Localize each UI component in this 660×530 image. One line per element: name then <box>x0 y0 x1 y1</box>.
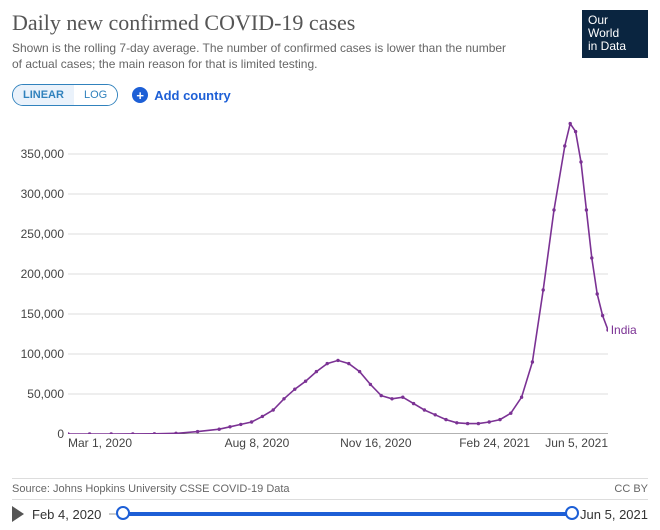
series-marker <box>531 361 534 364</box>
y-axis: 050,000100,000150,000200,000250,000300,0… <box>12 114 64 434</box>
series-marker <box>272 409 275 412</box>
slider-handle-end[interactable] <box>565 506 579 520</box>
series-marker <box>509 412 512 415</box>
x-tick-label: Feb 24, 2021 <box>459 436 530 450</box>
series-marker <box>218 428 221 431</box>
slider-handle-start[interactable] <box>116 506 130 520</box>
series-marker <box>401 396 404 399</box>
series-marker <box>293 388 296 391</box>
source-text: Source: Johns Hopkins University CSSE CO… <box>12 483 290 495</box>
series-marker <box>153 433 156 435</box>
series-marker <box>88 433 91 435</box>
y-tick-label: 200,000 <box>21 267 64 281</box>
series-marker <box>261 415 264 418</box>
series-marker <box>552 209 555 212</box>
license-link[interactable]: CC BY <box>614 483 648 495</box>
x-tick-label: Mar 1, 2020 <box>68 436 132 450</box>
series-marker <box>228 425 231 428</box>
series-marker <box>336 359 339 362</box>
series-line-india <box>68 124 608 434</box>
timeline-start-label: Feb 4, 2020 <box>32 507 101 522</box>
y-tick-label: 50,000 <box>27 387 64 401</box>
series-marker <box>596 293 599 296</box>
series-marker <box>196 430 199 433</box>
owid-logo[interactable]: Our World in Data <box>582 10 648 58</box>
series-marker <box>315 370 318 373</box>
plus-circle-icon: + <box>132 87 148 103</box>
series-marker <box>380 394 383 397</box>
series-marker <box>606 329 608 332</box>
series-marker <box>466 422 469 425</box>
series-marker <box>488 421 491 424</box>
series-marker <box>498 418 501 421</box>
series-marker <box>110 433 113 435</box>
series-label-india[interactable]: India <box>611 323 637 337</box>
series-marker <box>358 370 361 373</box>
series-marker <box>369 383 372 386</box>
scale-toggle: LINEAR LOG <box>12 84 118 106</box>
series-marker <box>423 409 426 412</box>
series-marker <box>579 161 582 164</box>
series-marker <box>590 257 593 260</box>
y-tick-label: 100,000 <box>21 347 64 361</box>
add-country-label: Add country <box>154 88 231 103</box>
series-marker <box>326 362 329 365</box>
y-tick-label: 250,000 <box>21 227 64 241</box>
series-marker <box>455 421 458 424</box>
y-tick-label: 150,000 <box>21 307 64 321</box>
timeline-slider[interactable] <box>109 509 572 519</box>
series-marker <box>347 362 350 365</box>
series-marker <box>542 289 545 292</box>
y-tick-label: 0 <box>57 427 64 441</box>
series-marker <box>434 413 437 416</box>
series-marker <box>444 418 447 421</box>
series-marker <box>477 422 480 425</box>
series-marker <box>282 397 285 400</box>
chart-subtitle: Shown is the rolling 7-day average. The … <box>12 40 512 72</box>
chart-area: 0 50,000 100,000 150,000 200,000 250,000 300,0… <box>12 114 648 474</box>
footer: Source: Johns Hopkins University CSSE CO… <box>12 478 648 500</box>
scale-linear-button[interactable]: LINEAR <box>13 85 74 105</box>
series-marker <box>174 432 177 434</box>
add-country-button[interactable]: + Add country <box>132 87 231 103</box>
chart-card: Daily new confirmed COVID-19 cases Shown… <box>0 0 660 530</box>
plot <box>68 114 608 434</box>
header: Daily new confirmed COVID-19 cases Shown… <box>12 10 648 72</box>
series-marker <box>304 380 307 383</box>
series-marker <box>250 421 253 424</box>
series-marker <box>412 402 415 405</box>
series-marker <box>131 433 134 435</box>
series-marker <box>574 130 577 133</box>
series-marker <box>563 145 566 148</box>
series-marker <box>569 122 572 125</box>
series-marker <box>601 314 604 317</box>
y-tick-label: 350,000 <box>21 147 64 161</box>
x-tick-label: Jun 5, 2021 <box>545 436 608 450</box>
y-tick-label: 300,000 <box>21 187 64 201</box>
x-axis: Mar 1, 2020 Aug 8, 2020 Nov 16, 2020 Feb 24… <box>68 436 608 456</box>
logo-line-1: Our World <box>588 14 642 40</box>
controls-row: LINEAR LOG + Add country <box>12 84 648 106</box>
slider-fill <box>123 512 572 516</box>
timeline-end-label: Jun 5, 2021 <box>580 507 648 522</box>
timeline: Feb 4, 2020 Jun 5, 2021 <box>12 506 648 522</box>
series-marker <box>239 423 242 426</box>
logo-line-2: in Data <box>588 40 642 53</box>
play-button[interactable] <box>12 506 24 522</box>
chart-title: Daily new confirmed COVID-19 cases <box>12 10 582 36</box>
series-marker <box>585 209 588 212</box>
series-marker <box>68 433 70 435</box>
x-tick-label: Nov 16, 2020 <box>340 436 411 450</box>
series-marker <box>520 396 523 399</box>
title-block: Daily new confirmed COVID-19 cases Shown… <box>12 10 582 72</box>
series-marker <box>390 397 393 400</box>
x-tick-label: Aug 8, 2020 <box>225 436 290 450</box>
scale-log-button[interactable]: LOG <box>74 85 117 105</box>
